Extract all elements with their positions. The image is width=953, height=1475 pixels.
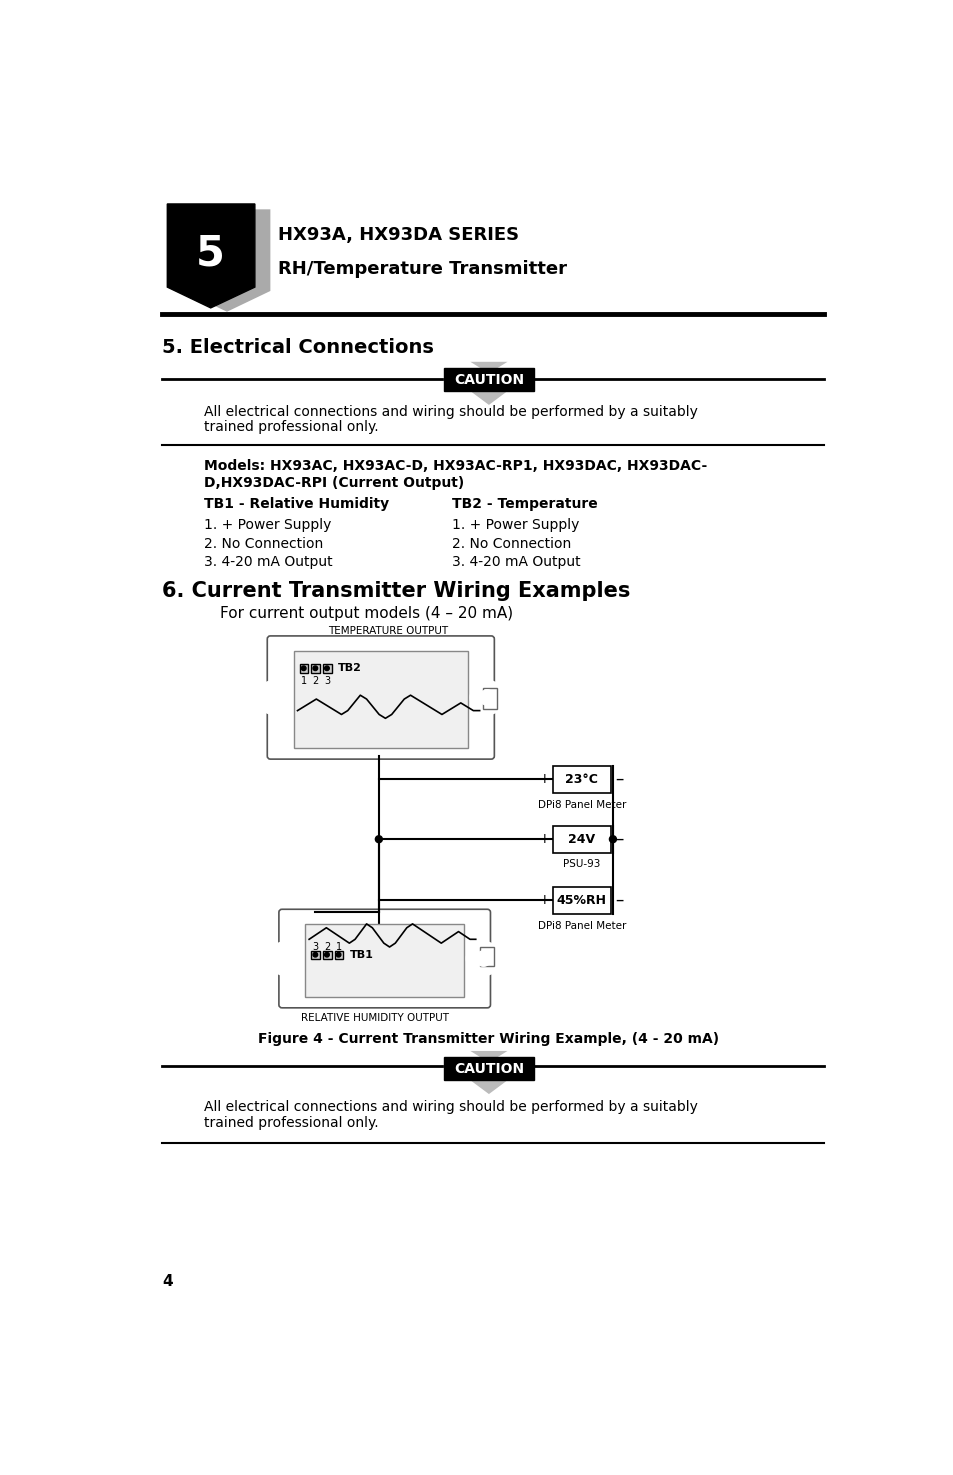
Text: 2: 2 [323,943,330,951]
FancyBboxPatch shape [305,923,464,997]
FancyBboxPatch shape [553,766,611,794]
Circle shape [278,951,294,966]
Circle shape [479,690,495,705]
Text: Models: HX93AC, HX93AC-D, HX93AC-RP1, HX93DAC, HX93DAC-: Models: HX93AC, HX93AC-D, HX93AC-RP1, HX… [204,459,707,473]
Text: RH/Temperature Transmitter: RH/Temperature Transmitter [278,261,566,279]
Text: 45%RH: 45%RH [557,894,606,907]
FancyBboxPatch shape [443,367,534,391]
Text: TB1: TB1 [349,950,373,960]
Text: 4: 4 [162,1274,172,1289]
FancyBboxPatch shape [553,826,611,853]
Text: 3: 3 [312,943,318,951]
Text: 2: 2 [312,676,318,686]
Text: 2. No Connection: 2. No Connection [204,537,323,550]
FancyBboxPatch shape [553,886,611,914]
Text: DPi8 Panel Meter: DPi8 Panel Meter [537,801,625,810]
Text: trained professional only.: trained professional only. [204,1115,378,1130]
Text: DPi8 Panel Meter: DPi8 Panel Meter [537,922,625,931]
Circle shape [313,953,317,957]
Text: 6. Current Transmitter Wiring Examples: 6. Current Transmitter Wiring Examples [162,581,630,602]
Text: 24V: 24V [568,833,595,845]
FancyBboxPatch shape [311,664,319,673]
Text: trained professional only.: trained professional only. [204,420,378,434]
Text: Figure 4 - Current Transmitter Wiring Example, (4 - 20 mA): Figure 4 - Current Transmitter Wiring Ex… [258,1032,719,1046]
FancyBboxPatch shape [323,951,332,959]
FancyBboxPatch shape [311,951,319,959]
Polygon shape [167,204,254,308]
Text: 1. + Power Supply: 1. + Power Supply [452,518,579,532]
Text: RELATIVE HUMIDITY OUTPUT: RELATIVE HUMIDITY OUTPUT [301,1013,449,1022]
Text: CAUTION: CAUTION [454,1062,523,1075]
Polygon shape [470,1052,507,1062]
Text: PSU-93: PSU-93 [562,858,600,869]
Circle shape [470,680,504,714]
Text: –: – [615,770,622,788]
Text: D,HX93DAC-RPI (Current Output): D,HX93DAC-RPI (Current Output) [204,476,464,491]
Text: TB2 - Temperature: TB2 - Temperature [452,497,598,512]
Circle shape [481,950,491,959]
Text: HX93A, HX93DA SERIES: HX93A, HX93DA SERIES [278,226,518,243]
FancyBboxPatch shape [278,909,490,1007]
FancyBboxPatch shape [443,1058,534,1080]
Text: +: + [537,771,549,786]
Text: +: + [537,892,549,907]
Text: 1: 1 [335,943,341,951]
Text: TEMPERATURE OUTPUT: TEMPERATURE OUTPUT [328,627,448,636]
Text: 23°C: 23°C [565,773,598,786]
Text: For current output models (4 – 20 mA): For current output models (4 – 20 mA) [220,606,513,621]
Text: All electrical connections and wiring should be performed by a suitably: All electrical connections and wiring sh… [204,1100,698,1114]
Text: 3: 3 [324,676,330,686]
Circle shape [266,690,282,705]
FancyBboxPatch shape [335,951,343,959]
FancyBboxPatch shape [294,650,468,748]
Polygon shape [470,361,507,373]
Text: 1. + Power Supply: 1. + Power Supply [204,518,332,532]
Text: 1: 1 [300,676,307,686]
FancyBboxPatch shape [479,947,493,966]
FancyBboxPatch shape [299,664,308,673]
Circle shape [335,953,340,957]
Text: –: – [615,830,622,848]
Text: CAUTION: CAUTION [454,373,523,386]
Text: 3. 4-20 mA Output: 3. 4-20 mA Output [204,555,333,569]
Text: 2. No Connection: 2. No Connection [452,537,571,550]
Text: TB1 - Relative Humidity: TB1 - Relative Humidity [204,497,389,512]
Text: 5. Electrical Connections: 5. Electrical Connections [162,338,434,357]
Text: All electrical connections and wiring should be performed by a suitably: All electrical connections and wiring sh… [204,404,698,419]
Circle shape [257,680,291,714]
Text: –: – [615,891,622,909]
Text: TB2: TB2 [337,664,361,673]
Circle shape [466,941,500,975]
Text: +: + [537,832,549,847]
FancyBboxPatch shape [267,636,494,760]
Circle shape [324,665,329,671]
Polygon shape [470,1080,507,1094]
FancyBboxPatch shape [483,687,497,709]
Text: 5: 5 [196,233,225,274]
Circle shape [485,693,495,702]
Polygon shape [183,209,270,311]
Circle shape [313,665,317,671]
Circle shape [324,953,329,957]
FancyBboxPatch shape [323,664,332,673]
Circle shape [609,836,616,842]
Circle shape [476,951,491,966]
Circle shape [269,941,303,975]
Circle shape [375,836,382,842]
Text: 3. 4-20 mA Output: 3. 4-20 mA Output [452,555,580,569]
Circle shape [301,665,306,671]
Polygon shape [470,391,507,406]
